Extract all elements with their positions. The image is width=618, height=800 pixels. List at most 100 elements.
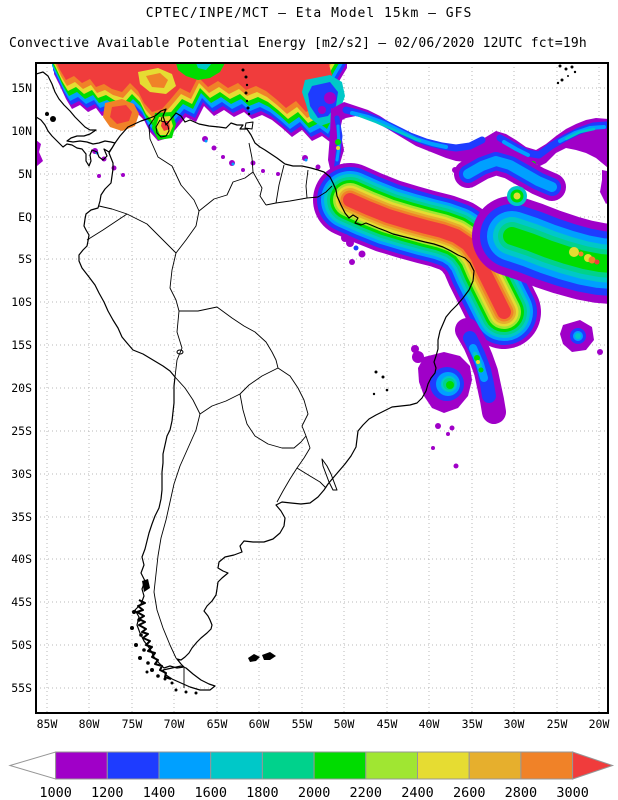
y-tick-label: 20S [11, 381, 32, 395]
x-tick-label: 85W [37, 717, 58, 731]
x-tick-label: 25W [547, 717, 568, 731]
colorbar-tick-label: 1600 [194, 785, 227, 800]
x-tick-label: 30W [504, 717, 525, 731]
lake-maracaibo [155, 116, 170, 138]
x-tick-label: 80W [79, 717, 100, 731]
x-tick-label: 40W [419, 717, 440, 731]
cape-speck [569, 247, 579, 257]
cape-speck-group [474, 355, 484, 373]
cape-level-stroke [343, 193, 511, 319]
colorbar-tick-label: 1400 [143, 785, 176, 800]
x-tick-label: 60W [249, 717, 270, 731]
x-tick-label: 75W [122, 717, 143, 731]
cape-level-shape [446, 381, 454, 389]
colorbar-legend: 1000 1200 1400 1600 1800 2000 2200 2400 2600 2800… [8, 751, 615, 800]
y-tick-label: 45S [11, 595, 32, 609]
page-title: CPTEC/INPE/MCT – Eta Model 15km – GFS [145, 6, 473, 21]
x-tick-label: 50W [334, 717, 355, 731]
cape-speck [594, 259, 600, 265]
cape-level-stroke [564, 127, 596, 141]
y-tick-label: 55S [11, 681, 32, 695]
colorbar-segment [468, 751, 522, 780]
cape-patch [110, 105, 132, 124]
page-subtitle: Convective Available Potential Energy [m… [9, 36, 587, 51]
island-falkland-east [262, 652, 276, 660]
coastline-south-america [78, 108, 475, 669]
lagoa-dos-patos [321, 458, 338, 491]
cape-blob-atlantic [313, 147, 607, 349]
colorbar-tick-label: 2400 [401, 785, 434, 800]
cape-patch [308, 82, 338, 118]
colorbar-right-arrow [572, 751, 615, 780]
colorbar-tick-label: 2000 [298, 785, 331, 800]
y-tick-label: 15N [11, 81, 32, 95]
x-tick-label: 55W [292, 717, 313, 731]
x-tick-label: 65W [207, 717, 228, 731]
x-tick-label: 35W [462, 717, 483, 731]
cape-speck [513, 192, 521, 200]
axis-labels: 85W 80W 75W 70W 65W 60W 55W 50W 45W 40W 35W 30W 25W 2… [11, 81, 609, 731]
cape-speck [476, 360, 480, 364]
island-specks [45, 64, 577, 695]
cape-speck-group [411, 345, 603, 469]
cape-level-shape [575, 333, 581, 339]
colorbar-tick-label: 1000 [39, 785, 72, 800]
island-tierra-del-fuego [162, 665, 216, 691]
cape-patch [146, 73, 168, 88]
colorbar-segment [210, 751, 263, 780]
colorbar-tick-label: 2600 [453, 785, 486, 800]
y-tick-label: 25S [11, 424, 32, 438]
country-borders [86, 116, 333, 688]
cape-core-diagonal [313, 163, 541, 349]
cape-speck [353, 245, 359, 251]
cape-speck-group [569, 247, 600, 265]
y-tick-label: 5S [18, 252, 32, 266]
cape-level-stroke [463, 156, 557, 192]
colorbar-segment [261, 751, 315, 780]
cape-speck [578, 251, 584, 257]
colorbar-left-arrow [8, 751, 57, 780]
island-trinidad [244, 121, 254, 130]
cape-patch [196, 64, 212, 70]
colorbar-segment [417, 751, 470, 780]
colorbar-segment [520, 751, 574, 780]
cape-speck [324, 92, 336, 104]
colorbar-tick-label: 1200 [91, 785, 124, 800]
cape-arc-north [454, 147, 566, 206]
coastline-central-america [37, 71, 116, 167]
y-tick-label: 15S [11, 338, 32, 352]
x-tick-label: 20W [589, 717, 610, 731]
cape-speck-group [92, 136, 338, 189]
y-tick-label: 40S [11, 552, 32, 566]
cape-patch [176, 64, 225, 80]
y-tick-label: 10N [11, 124, 32, 138]
x-tick-label: 45W [377, 717, 398, 731]
cape-speck [588, 256, 596, 264]
cape-core-east [472, 196, 607, 304]
cape-band-guiana-coast [328, 102, 607, 182]
island-falkland-west [248, 654, 260, 662]
cape-speck [37, 140, 43, 166]
cape-speck-group [95, 139, 308, 166]
chile-fjords-texture [136, 599, 172, 680]
colorbar-segment [106, 751, 160, 780]
cape-level-shape [57, 64, 332, 113]
colorbar-segment [55, 751, 108, 780]
x-tick-label: 70W [164, 717, 185, 731]
cape-level-stroke [503, 227, 607, 273]
island-chiloe [142, 579, 150, 592]
cape-blob-caribbean [37, 64, 347, 189]
cape-level-stroke [335, 124, 341, 162]
cape-level-stroke [358, 114, 422, 143]
colorbar-tick-label: 1800 [246, 785, 279, 800]
cape-speck [318, 106, 326, 114]
cape-level-stroke [502, 140, 530, 157]
cape-field [37, 64, 607, 469]
lake-titicaca [176, 349, 184, 355]
colorbar-segment [313, 751, 367, 780]
cape-speck-group [341, 167, 607, 265]
y-tick-label: 35S [11, 510, 32, 524]
y-tick-label: 30S [11, 467, 32, 481]
